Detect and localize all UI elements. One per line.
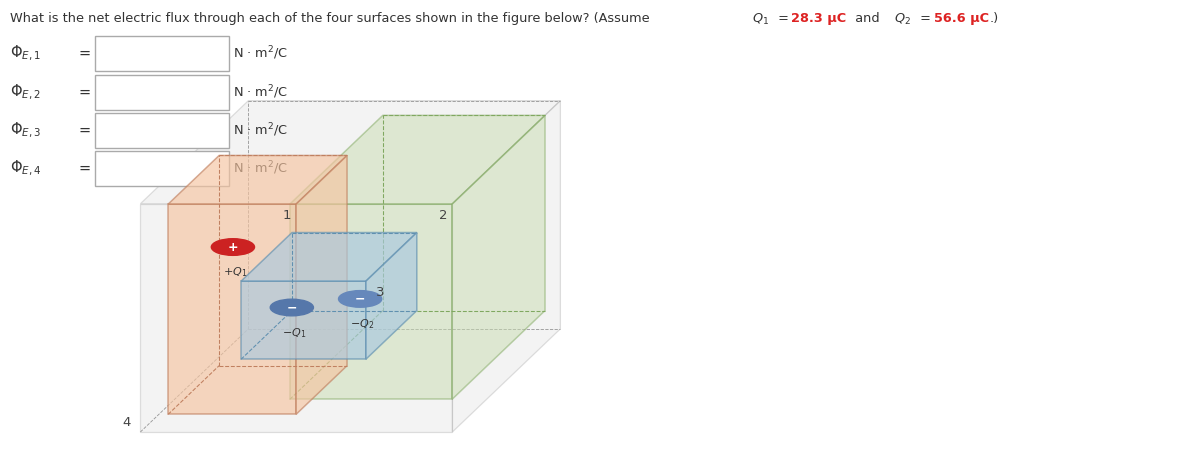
Text: =: = (774, 12, 793, 24)
Text: $\Phi_{E,2}$: $\Phi_{E,2}$ (10, 83, 41, 102)
FancyBboxPatch shape (95, 75, 229, 110)
Polygon shape (452, 116, 545, 399)
Text: $\Phi_{E,4}$: $\Phi_{E,4}$ (10, 159, 41, 178)
Text: 3: 3 (377, 286, 385, 299)
Text: +: + (228, 241, 239, 254)
Text: 28.3 μC: 28.3 μC (791, 12, 846, 24)
Polygon shape (168, 204, 296, 414)
Text: N · m$^2$/C: N · m$^2$/C (233, 160, 288, 177)
Text: $Q_1$: $Q_1$ (752, 12, 769, 27)
Circle shape (270, 299, 313, 316)
Text: =: = (78, 46, 90, 61)
Text: $+Q_1$: $+Q_1$ (223, 266, 247, 280)
Text: −: − (355, 292, 365, 305)
Polygon shape (168, 155, 347, 204)
Text: $-Q_1$: $-Q_1$ (282, 326, 306, 340)
Polygon shape (290, 204, 452, 399)
Circle shape (338, 291, 382, 307)
Polygon shape (241, 281, 366, 359)
Text: =: = (78, 123, 90, 138)
Polygon shape (140, 101, 560, 204)
Text: What is the net electric flux through each of the four surfaces shown in the fig: What is the net electric flux through ea… (10, 12, 658, 24)
FancyBboxPatch shape (95, 113, 229, 148)
Text: =: = (78, 161, 90, 176)
FancyBboxPatch shape (95, 151, 229, 186)
Text: .): .) (990, 12, 1000, 24)
Text: =: = (916, 12, 935, 24)
Text: N · m$^2$/C: N · m$^2$/C (233, 84, 288, 101)
Text: 56.6 μC: 56.6 μC (934, 12, 989, 24)
Text: =: = (78, 85, 90, 100)
Polygon shape (290, 116, 545, 204)
Polygon shape (241, 232, 416, 281)
Circle shape (211, 239, 254, 255)
Text: 1: 1 (283, 209, 292, 222)
Text: $Q_2$: $Q_2$ (894, 12, 911, 27)
Text: $-Q_2$: $-Q_2$ (350, 317, 374, 331)
Polygon shape (296, 155, 347, 414)
Text: 4: 4 (122, 416, 131, 429)
Text: N · m$^2$/C: N · m$^2$/C (233, 122, 288, 139)
Text: −: − (287, 301, 298, 314)
Text: $\Phi_{E,3}$: $\Phi_{E,3}$ (10, 121, 41, 140)
Polygon shape (452, 101, 560, 432)
Text: N · m$^2$/C: N · m$^2$/C (233, 44, 288, 62)
Polygon shape (140, 204, 452, 432)
Polygon shape (366, 232, 416, 359)
Text: $\Phi_{E,1}$: $\Phi_{E,1}$ (10, 43, 41, 63)
Text: 2: 2 (439, 209, 448, 222)
Text: and: and (847, 12, 888, 24)
FancyBboxPatch shape (95, 36, 229, 71)
